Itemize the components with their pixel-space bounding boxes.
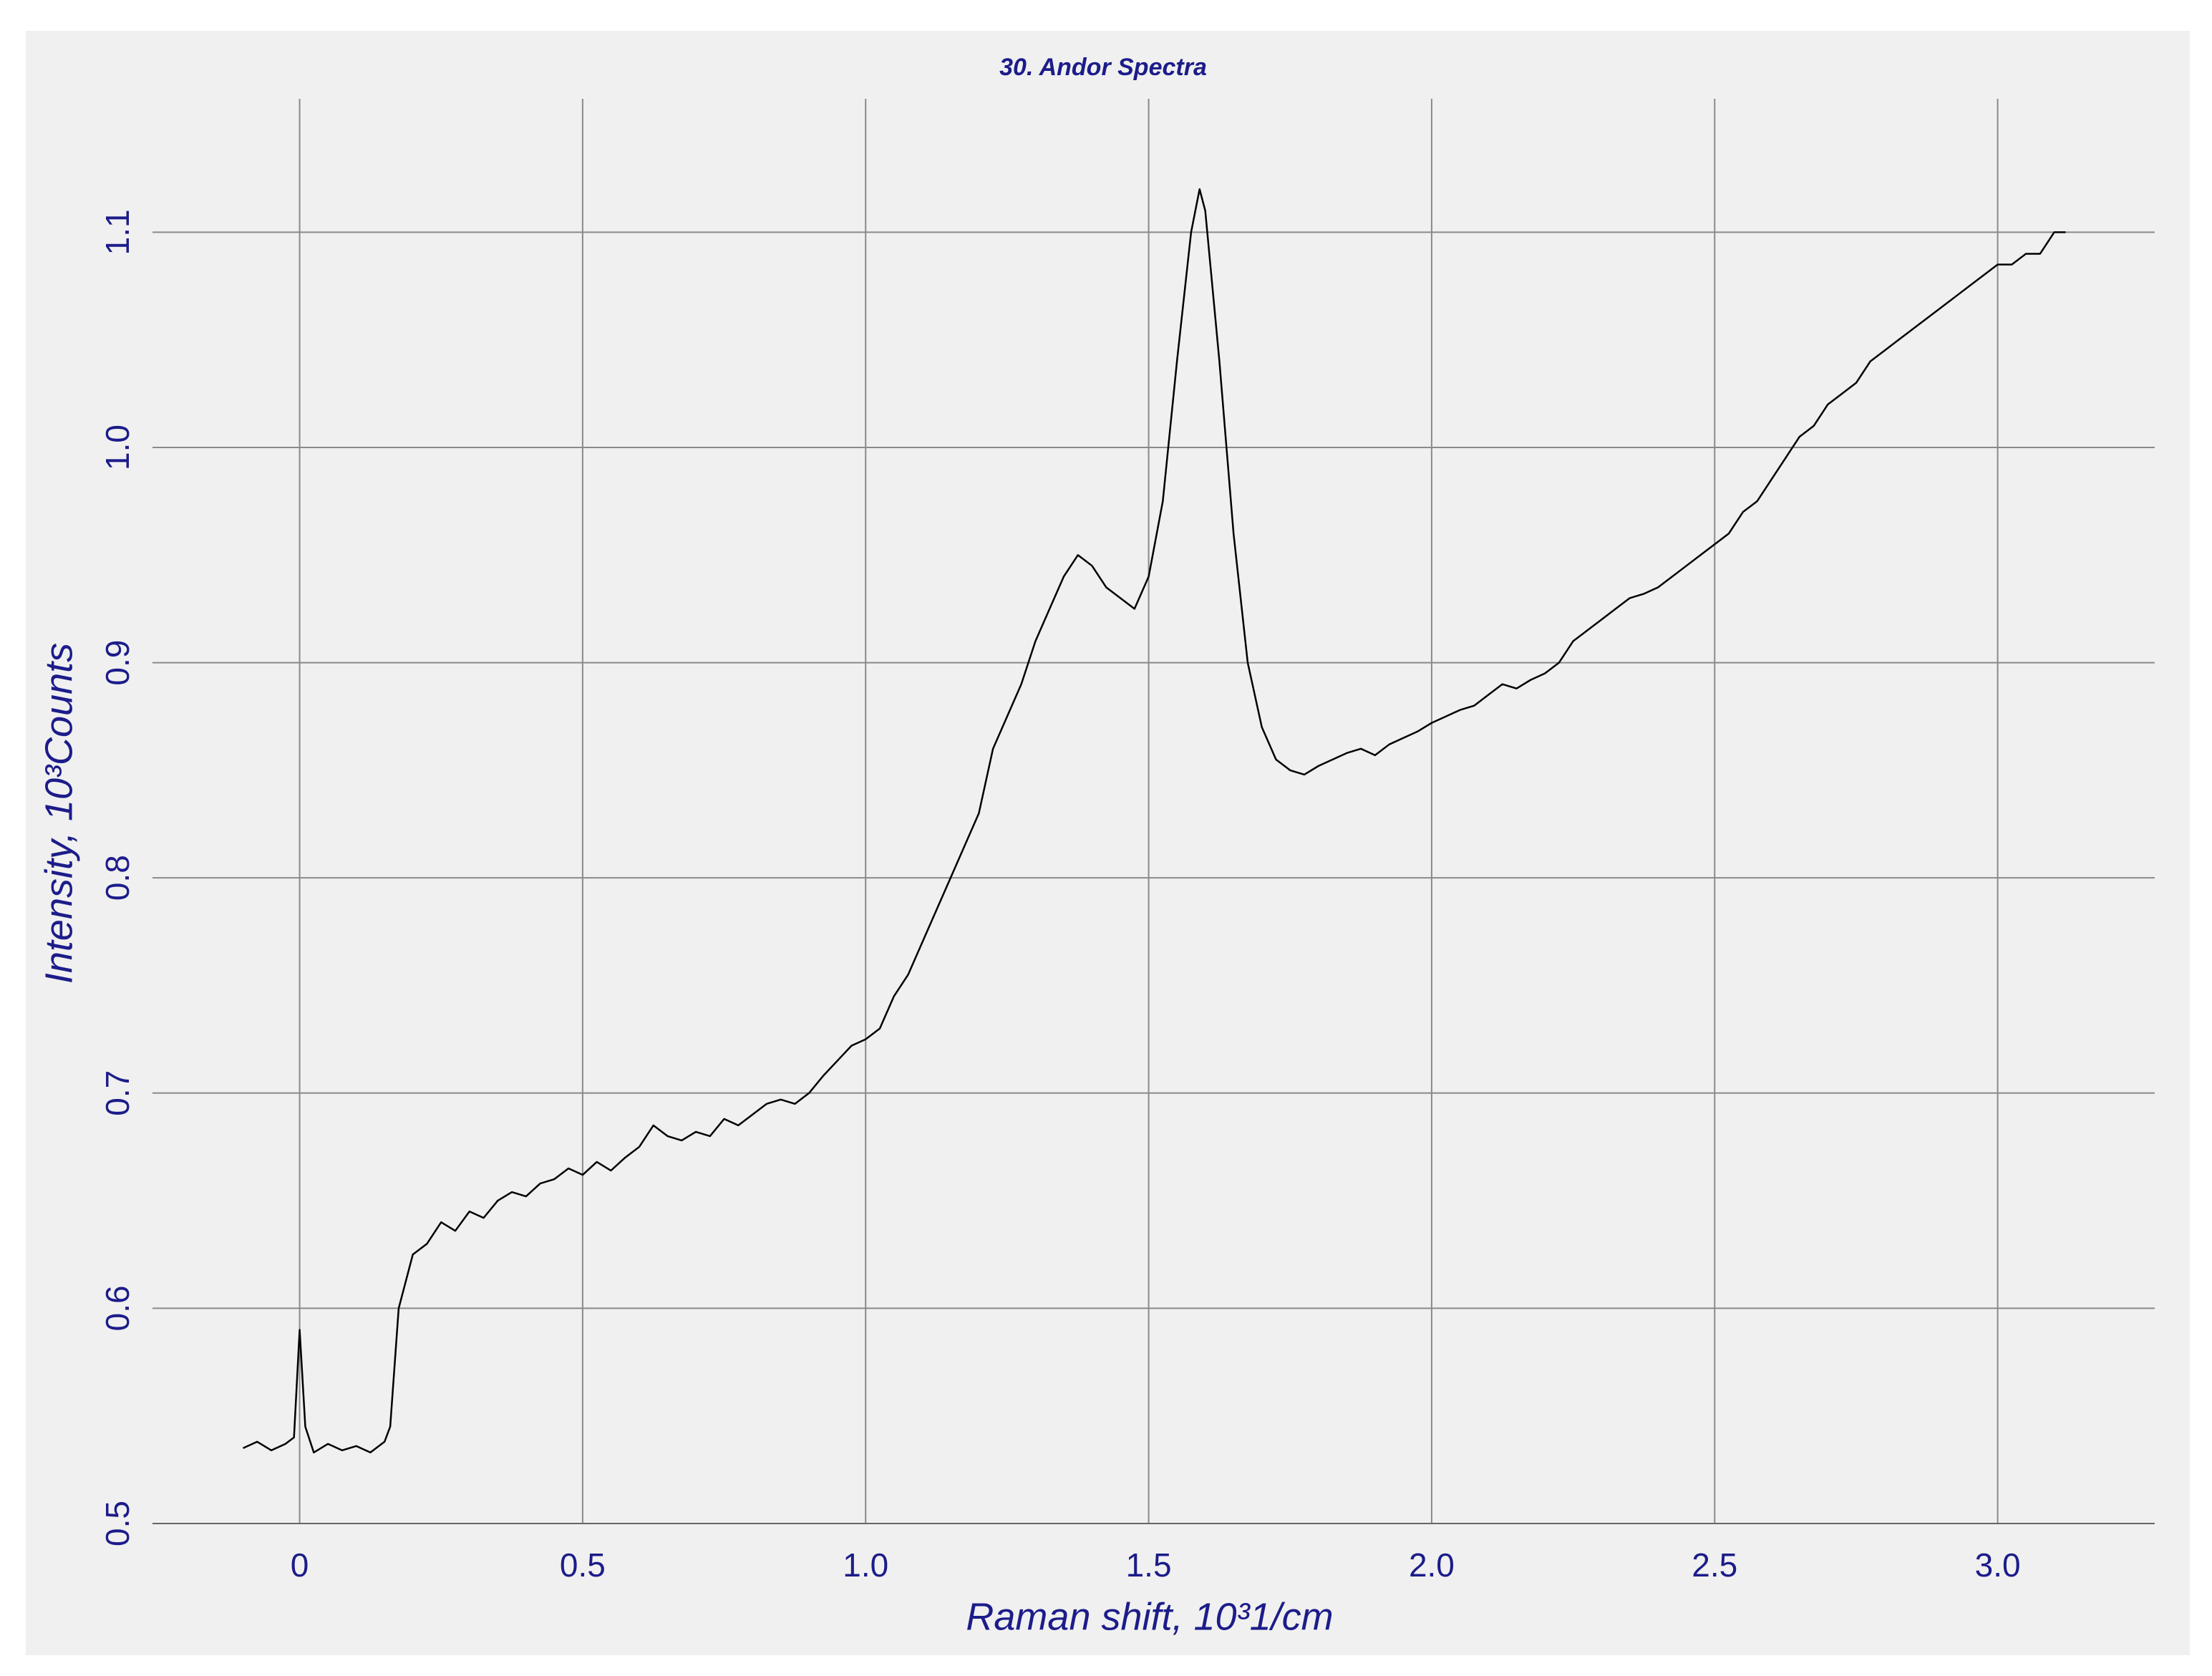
x-tick-label: 3.0	[1975, 1546, 2021, 1584]
x-tick-label: 1.0	[843, 1546, 888, 1584]
chart-title: 30. Andor Spectra	[999, 54, 1207, 81]
y-tick-label: 1.1	[99, 209, 136, 255]
y-tick-label: 0.9	[99, 640, 136, 686]
y-tick-label: 0.7	[99, 1070, 136, 1116]
y-tick-label: 1.0	[99, 425, 136, 470]
y-tick-label: 0.6	[99, 1285, 136, 1331]
y-tick-label: 0.8	[99, 855, 136, 901]
x-tick-label: 2.5	[1692, 1546, 1737, 1584]
y-axis-label: Intensity, 10³Counts	[37, 643, 80, 984]
y-tick-label: 0.5	[99, 1501, 136, 1546]
x-tick-label: 0.5	[560, 1546, 606, 1584]
spectrum-line	[242, 188, 2066, 1454]
x-tick-label: 2.0	[1409, 1546, 1455, 1584]
x-tick-label: 1.5	[1126, 1546, 1172, 1584]
x-axis-label: Raman shift, 10³1/cm	[966, 1595, 1333, 1638]
chart-panel	[26, 31, 2190, 1655]
x-tick-label: 0	[291, 1546, 309, 1584]
